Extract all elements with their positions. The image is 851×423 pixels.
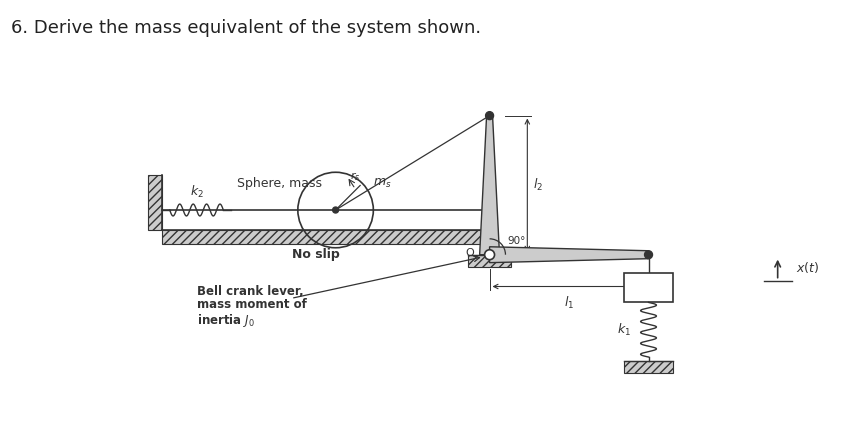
Text: Bell crank lever,: Bell crank lever, bbox=[197, 285, 303, 297]
Text: $k_2$: $k_2$ bbox=[190, 184, 203, 200]
Text: Sphere, mass: Sphere, mass bbox=[237, 177, 326, 190]
Text: No slip: No slip bbox=[292, 248, 340, 261]
Text: $m$: $m$ bbox=[642, 280, 656, 294]
Text: $x(t)$: $x(t)$ bbox=[796, 260, 819, 275]
Bar bbox=[624, 361, 673, 373]
Text: 6. Derive the mass equivalent of the system shown.: 6. Derive the mass equivalent of the sys… bbox=[11, 19, 481, 37]
Polygon shape bbox=[480, 115, 500, 255]
Bar bbox=[624, 272, 673, 302]
Bar bbox=[162, 230, 489, 244]
Bar bbox=[148, 175, 162, 230]
Bar bbox=[468, 255, 511, 266]
Text: $k_1$: $k_1$ bbox=[617, 321, 631, 338]
Text: 90°: 90° bbox=[507, 236, 526, 246]
Circle shape bbox=[484, 250, 494, 260]
Text: inertia $J_0$: inertia $J_0$ bbox=[197, 312, 254, 330]
Polygon shape bbox=[489, 247, 648, 263]
Text: mass moment of: mass moment of bbox=[197, 298, 306, 311]
Circle shape bbox=[333, 207, 339, 213]
Text: $r_s$: $r_s$ bbox=[350, 170, 360, 183]
Circle shape bbox=[486, 112, 494, 120]
Text: O: O bbox=[465, 248, 474, 258]
Circle shape bbox=[644, 251, 653, 259]
Text: $m_s$: $m_s$ bbox=[374, 177, 392, 190]
Text: $l_2$: $l_2$ bbox=[534, 177, 544, 193]
Text: $l_1$: $l_1$ bbox=[564, 294, 574, 310]
